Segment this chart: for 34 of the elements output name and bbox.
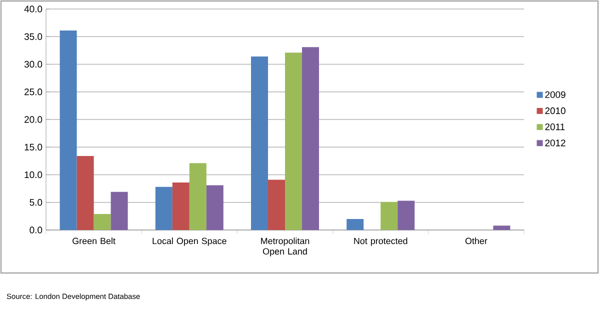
y-tick-label: 15.0 [24,144,42,150]
bar [380,202,398,230]
x-tick-label: Other [465,238,488,244]
bar [76,156,94,230]
bar [60,30,77,230]
x-tick-label: Metropolitan Open Land [261,238,310,256]
legend-label: 2010 [545,107,566,114]
bar [172,182,190,230]
bar [155,186,172,230]
bar [493,226,510,230]
legend-label: 2012 [545,140,566,146]
x-tick-label: Green Belt [72,238,116,244]
bar [251,56,268,230]
y-tick-label: 25.0 [24,88,42,96]
bar [94,214,111,230]
y-tick-label: 35.0 [24,33,42,40]
y-tick-label: 10.0 [24,171,42,178]
x-tick-label: Local Open Space [152,238,226,246]
y-tick-label: 20.0 [24,116,42,123]
bar [110,192,128,230]
y-tick-label: 0.0 [30,226,42,234]
bar [285,52,302,230]
x-tick-label: Not protected [354,238,408,246]
bar [302,47,320,230]
y-tick-label: 5.0 [30,199,42,206]
bar [398,200,415,230]
legend-label: 2009 [545,91,566,98]
bar [268,180,286,230]
bar [189,163,206,230]
legend-label: 2011 [545,123,565,130]
bar [346,218,364,230]
y-tick-label: 40.0 [24,6,42,12]
bar [206,185,224,230]
y-tick-label: 30.0 [24,60,42,68]
